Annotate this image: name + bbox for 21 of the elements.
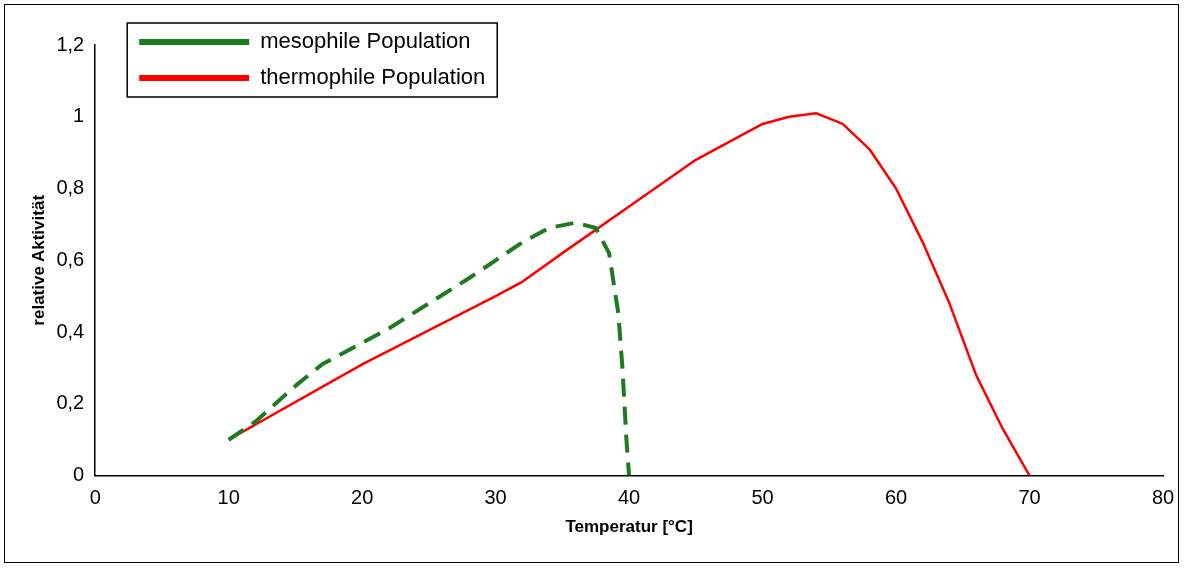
x-tick-label: 50 (751, 486, 774, 509)
y-tick-label: 0,2 (56, 391, 85, 414)
x-tick-label: 10 (217, 486, 240, 509)
y-tick-label: 0,6 (56, 247, 85, 270)
legend-label: thermophile Population (260, 64, 486, 90)
x-tick-label: 30 (484, 486, 507, 509)
y-tick-label: 0,4 (56, 319, 85, 342)
x-tick-label: 70 (1018, 486, 1041, 509)
x-tick-label: 80 (1151, 486, 1175, 509)
x-tick-label: 60 (884, 486, 908, 509)
x-axis-title: Temperatur [°C] (565, 517, 693, 537)
y-tick-label: 1,2 (56, 32, 85, 55)
y-axis-title: relative Aktivität (28, 194, 48, 326)
y-tick-label: 0 (73, 463, 85, 486)
x-tick-label: 0 (89, 486, 101, 509)
x-tick-label: 20 (351, 486, 374, 509)
line-series (226, 220, 632, 476)
x-tick-label: 40 (617, 486, 641, 509)
y-tick-label: 0,8 (56, 176, 85, 199)
legend-label: mesophile Population (260, 28, 471, 54)
y-tick-label: 1 (73, 104, 85, 127)
